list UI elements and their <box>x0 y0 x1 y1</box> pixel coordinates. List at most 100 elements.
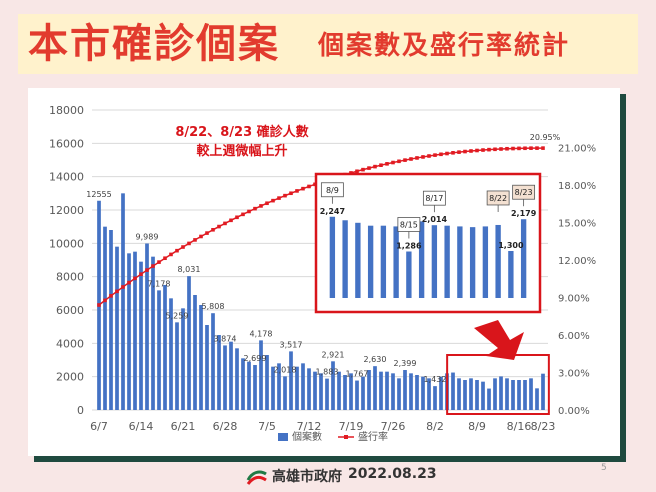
bar <box>253 365 257 410</box>
prevalence-marker <box>391 160 395 165</box>
inset-bar <box>520 219 527 298</box>
y2-tick-label: 6.00% <box>558 331 590 342</box>
annotation-line-1: 8/22、8/23 確診人數 <box>175 124 308 140</box>
bar-data-label: 4,178 <box>250 329 273 338</box>
inset-bar <box>380 225 387 298</box>
footer-organization: 高雄市政府 <box>272 469 342 485</box>
inset-bar <box>329 216 336 298</box>
bar-data-label: 1,767 <box>346 370 369 379</box>
prevalence-marker <box>493 147 497 152</box>
y-tick-label: 0 <box>77 404 84 417</box>
inset-callout-label: 8/15 <box>400 221 418 230</box>
prevalence-marker <box>427 154 431 158</box>
bar <box>451 372 455 410</box>
bar <box>379 371 383 410</box>
y-tick-label: 10000 <box>49 237 84 250</box>
bar <box>433 386 437 410</box>
inset-callout-label: 8/9 <box>326 186 339 195</box>
bar <box>499 376 503 410</box>
bar-data-label: 3,517 <box>280 340 303 349</box>
prevalence-marker <box>385 162 389 166</box>
prevalence-marker <box>511 146 515 151</box>
bar-data-label: 2,699 <box>244 354 267 363</box>
prevalence-marker <box>307 184 311 189</box>
bar-data-label: 2,921 <box>322 350 345 359</box>
bar <box>235 348 239 410</box>
x-tick-label: 6/28 <box>213 420 238 433</box>
bar <box>295 366 299 410</box>
bar <box>523 380 527 410</box>
inset-bar <box>469 227 476 298</box>
prevalence-marker <box>157 260 161 264</box>
legend-label: 個案數 <box>292 430 322 443</box>
y2-tick-label: 0.00% <box>558 406 590 417</box>
bar-data-label: 2,018 <box>274 365 297 374</box>
x-tick-label: 8/23 <box>531 420 556 433</box>
city-logo-icon <box>246 470 267 485</box>
prevalence-marker <box>211 227 215 232</box>
bar <box>337 371 341 410</box>
highlight-box <box>446 354 550 415</box>
y-tick-label: 12000 <box>49 204 84 217</box>
prevalence-marker <box>529 146 533 150</box>
prevalence-marker <box>115 289 119 294</box>
bar <box>193 295 197 410</box>
y-tick-label: 14000 <box>49 171 84 184</box>
y2-tick-label: 21.00% <box>558 144 596 155</box>
prevalence-end-label: 20.95% <box>530 133 561 142</box>
prevalence-marker <box>217 224 221 229</box>
y2-tick-label: 12.00% <box>558 256 596 267</box>
prevalence-marker <box>505 146 509 151</box>
inset-bar <box>444 225 450 298</box>
prevalence-marker <box>535 146 539 150</box>
prevalence-marker <box>241 212 245 217</box>
bar-data-label: 2,399 <box>394 359 417 368</box>
x-tick-label: 6/21 <box>171 420 196 433</box>
bar <box>163 285 167 410</box>
inset-bar-label: 2,014 <box>422 215 448 224</box>
page-number: 5 <box>601 463 607 473</box>
inset-callout-label: 8/17 <box>425 194 443 203</box>
prevalence-marker <box>379 163 383 167</box>
bar <box>517 380 521 410</box>
inset-bar <box>431 225 438 298</box>
prevalence-marker <box>247 209 251 214</box>
prevalence-marker <box>523 146 527 151</box>
prevalence-marker <box>403 158 407 162</box>
x-tick-label: 7/26 <box>381 420 406 433</box>
y-tick-label: 2000 <box>56 371 84 384</box>
prevalence-marker <box>469 149 473 153</box>
y2-tick-label: 18.00% <box>558 181 596 192</box>
bar <box>457 378 461 410</box>
bar <box>493 378 497 410</box>
prevalence-marker <box>139 272 143 276</box>
prevalence-marker <box>499 147 503 151</box>
page-subtitle: 個案數及盛行率統計 <box>318 31 571 61</box>
prevalence-marker <box>127 280 131 285</box>
prevalence-marker <box>277 196 281 200</box>
bar <box>145 243 149 410</box>
bar <box>157 290 161 410</box>
prevalence-marker <box>481 148 485 152</box>
annotation-line-2: 較上週微幅上升 <box>196 143 287 159</box>
inset-bar-label: 1,286 <box>396 242 422 251</box>
legend-line-marker <box>344 435 348 439</box>
bar-data-label: 3,874 <box>214 334 237 343</box>
y2-tick-label: 15.00% <box>558 219 596 230</box>
bar <box>373 366 377 410</box>
bar <box>319 373 323 410</box>
y-tick-label: 6000 <box>56 304 84 317</box>
bar <box>481 381 485 410</box>
inset-bar <box>418 221 425 298</box>
bar <box>421 376 425 410</box>
prevalence-marker <box>301 186 305 191</box>
inset-callout-box <box>320 182 344 198</box>
prevalence-marker <box>283 193 287 198</box>
inset-callout-label: 8/22 <box>489 194 507 203</box>
bar <box>223 345 227 410</box>
prevalence-marker <box>265 201 269 206</box>
y-tick-label: 4000 <box>56 337 84 350</box>
bar-data-label: 1,432 <box>424 375 447 384</box>
bar <box>115 246 119 410</box>
bar-data-label: 7,178 <box>148 279 171 288</box>
